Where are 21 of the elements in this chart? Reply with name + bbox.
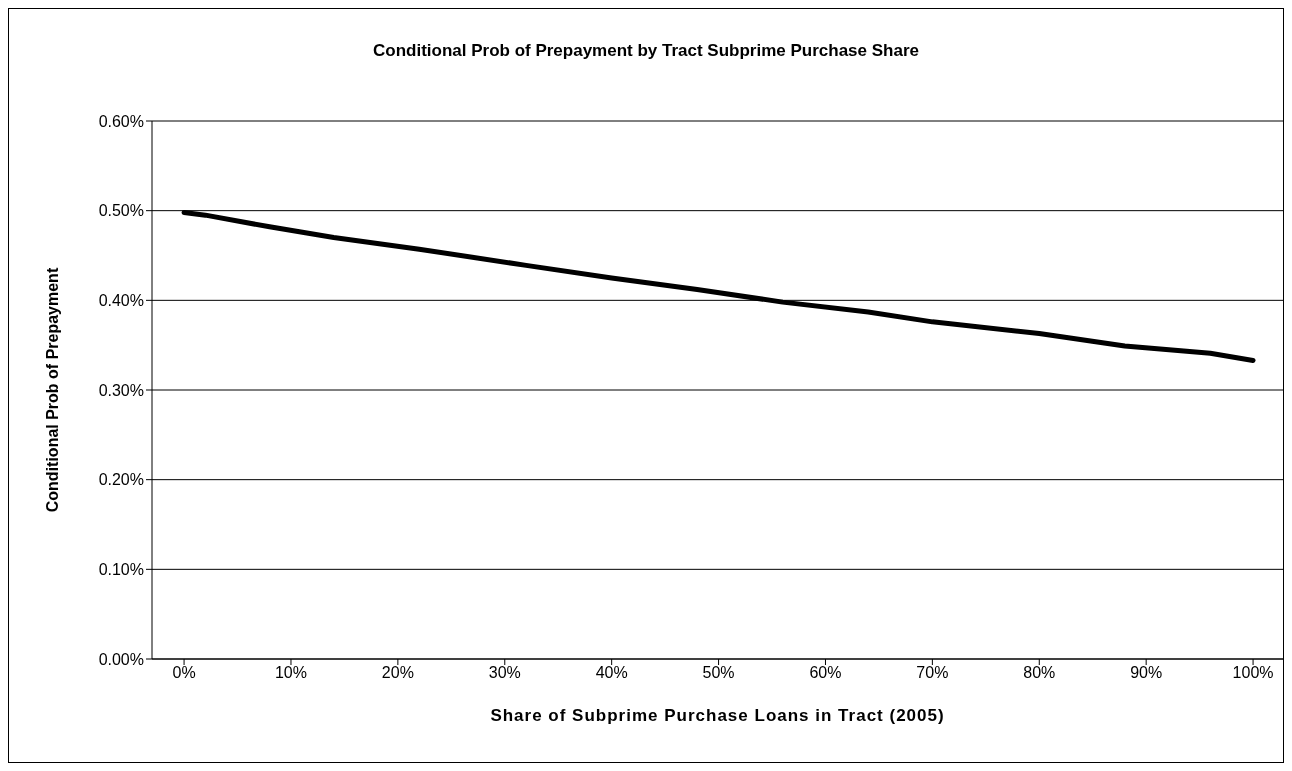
y-tick-label: 0.50% — [98, 202, 144, 220]
y-tick-label: 0.20% — [98, 471, 144, 489]
x-tick-label: 20% — [381, 664, 414, 682]
x-tick-label: 90% — [1130, 664, 1163, 682]
y-tick-label: 0.30% — [98, 381, 144, 399]
y-tick-label: 0.60% — [98, 112, 144, 130]
x-tick-label: 0% — [172, 664, 196, 682]
x-tick-label: 100% — [1232, 664, 1274, 682]
x-tick-label: 10% — [274, 664, 307, 682]
x-tick-label: 30% — [488, 664, 521, 682]
y-tick-label: 0.40% — [98, 292, 144, 310]
x-tick-label: 80% — [1023, 664, 1056, 682]
y-axis-title: Conditional Prob of Prepayment — [43, 267, 61, 513]
x-tick-label: 40% — [595, 664, 628, 682]
x-tick-label: 70% — [916, 664, 949, 682]
y-tick-label: 0.00% — [98, 650, 144, 668]
x-tick-label: 50% — [702, 664, 735, 682]
y-tick-label: 0.10% — [98, 561, 144, 579]
x-tick-label: 60% — [809, 664, 842, 682]
x-axis-title: Share of Subprime Purchase Loans in Tract (2005) — [490, 706, 945, 726]
chart-title: Conditional Prob of Prepayment by Tract Subprime Purchase Share — [372, 41, 920, 61]
